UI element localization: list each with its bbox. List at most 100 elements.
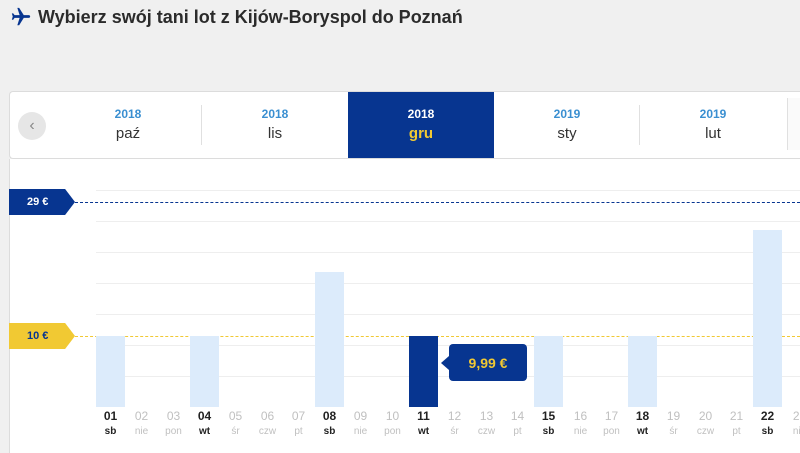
price-reference-tag: 29 € (9, 189, 75, 215)
day-weekday: sb (761, 426, 774, 437)
day-number: 19 (666, 409, 681, 423)
day-weekday: sb (542, 426, 555, 437)
page-header: Wybierz swój tani lot z Kijów-Boryspol d… (10, 4, 463, 30)
day-number: 06 (260, 409, 275, 423)
day-number: 21 (729, 409, 744, 423)
day-weekday: nie (792, 426, 800, 437)
fare-bar-01[interactable] (96, 336, 125, 407)
day-label-20: 20 czw (690, 407, 721, 439)
day-label-03: 03 pon (158, 407, 189, 439)
month-tab-gru[interactable]: 2018 gru (348, 92, 494, 158)
gridline (96, 376, 800, 377)
selected-price-tooltip: 9,99 € (441, 344, 527, 381)
day-number: 22 (760, 409, 775, 423)
month-tab-lis[interactable]: 2018 lis (202, 92, 348, 158)
day-weekday: wt (417, 426, 430, 437)
fare-bar-15[interactable] (534, 336, 563, 407)
month-divider (201, 105, 202, 145)
day-weekday: śr (231, 426, 240, 437)
day-weekday: pt (294, 426, 303, 437)
day-label-16: 16 nie (565, 407, 596, 439)
price-reference-line (75, 202, 800, 203)
gridline (96, 221, 800, 222)
day-weekday: pon (165, 426, 182, 437)
airplane-icon (11, 7, 31, 26)
day-number: 07 (291, 409, 306, 423)
day-number: 17 (604, 409, 619, 423)
day-number: 10 (385, 409, 400, 423)
gridline (96, 283, 800, 284)
day-label-18[interactable]: 18 wt (627, 407, 658, 439)
month-name: gru (408, 125, 434, 142)
gridline (96, 252, 800, 253)
fare-chart (9, 159, 800, 453)
day-number: 09 (353, 409, 368, 423)
fare-bar-22[interactable] (753, 230, 782, 407)
day-number: 13 (479, 409, 494, 423)
month-year: 2018 (261, 107, 289, 121)
day-label-11[interactable]: 11 wt (408, 407, 439, 439)
day-weekday: śr (669, 426, 678, 437)
month-name: sty (557, 125, 577, 142)
day-weekday: nie (134, 426, 149, 437)
month-name: lut (705, 125, 721, 142)
day-label-05: 05 śr (220, 407, 251, 439)
day-number: 14 (510, 409, 525, 423)
day-weekday: nie (353, 426, 368, 437)
day-weekday: śr (450, 426, 459, 437)
day-number: 23 (792, 409, 800, 423)
fare-bar-08[interactable] (315, 272, 344, 407)
day-number: 20 (698, 409, 713, 423)
day-number: 01 (103, 409, 118, 423)
day-label-07: 07 pt (283, 407, 314, 439)
month-name: lis (267, 125, 283, 142)
day-label-22[interactable]: 22 sb (752, 407, 783, 439)
day-weekday: czw (477, 426, 496, 437)
day-label-01[interactable]: 01 sb (95, 407, 126, 439)
day-weekday: pt (513, 426, 522, 437)
day-weekday: nie (573, 426, 588, 437)
month-selector: ‹ 2018 paź 2018 lis 2018 gru 2019 sty 2019 lut (9, 91, 800, 159)
chevron-left-icon: ‹ (29, 117, 35, 134)
day-number: 05 (228, 409, 243, 423)
day-number: 12 (447, 409, 462, 423)
day-label-10: 10 pon (377, 407, 408, 439)
day-label-17: 17 pon (596, 407, 627, 439)
next-month-scroll[interactable] (787, 98, 800, 150)
day-label-04[interactable]: 04 wt (189, 407, 220, 439)
day-weekday: pt (732, 426, 741, 437)
day-label-13: 13 czw (471, 407, 502, 439)
day-label-02: 02 nie (126, 407, 157, 439)
day-label-19: 19 śr (658, 407, 689, 439)
day-label-14: 14 pt (502, 407, 533, 439)
day-weekday: czw (258, 426, 277, 437)
month-divider (639, 105, 640, 145)
day-weekday: czw (696, 426, 715, 437)
fare-bar-04[interactable] (190, 336, 219, 407)
day-label-12: 12 śr (439, 407, 470, 439)
month-year: 2018 (407, 107, 435, 121)
gridline (96, 345, 800, 346)
fare-bar-11[interactable] (409, 336, 438, 407)
day-label-23: 23 nie (784, 407, 800, 439)
day-weekday: pon (603, 426, 620, 437)
gridline (96, 314, 800, 315)
price-reference-tag: 10 € (9, 323, 75, 349)
day-number: 15 (541, 409, 556, 423)
day-number: 03 (166, 409, 181, 423)
day-weekday: pon (384, 426, 401, 437)
day-weekday: wt (636, 426, 649, 437)
day-weekday: sb (323, 426, 336, 437)
day-weekday: sb (104, 426, 117, 437)
month-tab-paź[interactable]: 2018 paź (55, 92, 201, 158)
month-tab-sty[interactable]: 2019 sty (494, 92, 640, 158)
day-number: 04 (197, 409, 212, 423)
day-label-15[interactable]: 15 sb (533, 407, 564, 439)
month-tab-lut[interactable]: 2019 lut (640, 92, 786, 158)
day-label-09: 09 nie (345, 407, 376, 439)
month-name: paź (115, 125, 141, 142)
month-year: 2019 (553, 107, 581, 121)
fare-bar-18[interactable] (628, 336, 657, 407)
day-label-08[interactable]: 08 sb (314, 407, 345, 439)
previous-month-button[interactable]: ‹ (18, 112, 46, 140)
